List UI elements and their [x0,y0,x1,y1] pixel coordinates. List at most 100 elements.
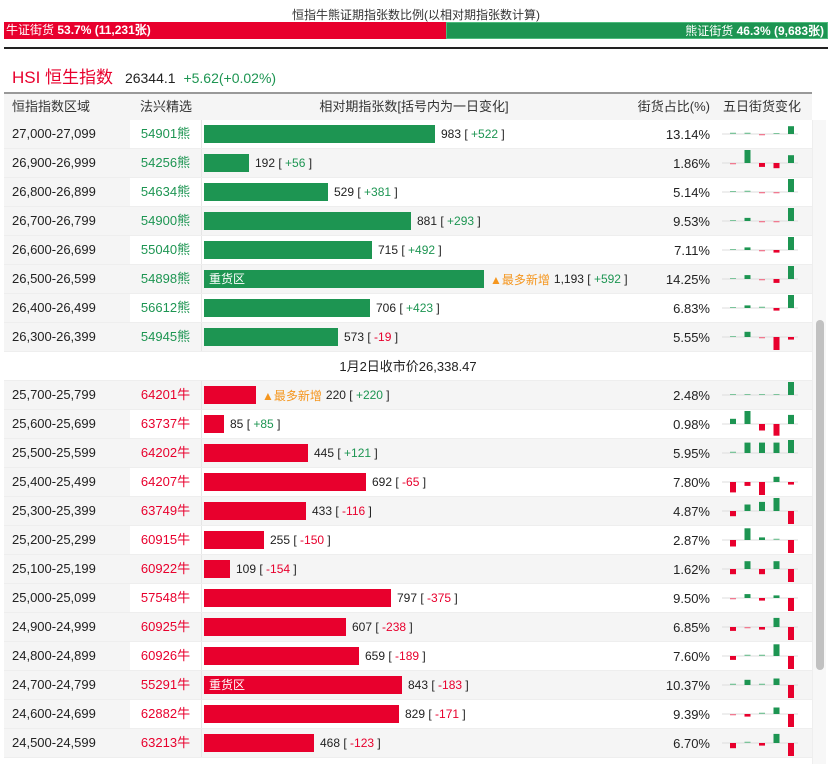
bear-row[interactable]: 26,700-26,799 54900熊 881 [ +293 ] 9.53% [4,207,812,236]
index-range: 24,800-24,899 [4,642,130,670]
five-day-sparkline [722,266,798,283]
one-day-change: -150 [300,533,325,547]
sparkline-bar-day-2 [744,190,751,192]
contracts-count: 797 [397,591,418,605]
bull-row[interactable]: 24,800-24,899 60926牛 659 [ -189 ] 7.60% [4,642,812,671]
warrant-code-link[interactable]: 54898熊 [130,265,202,293]
sparkline-bar-day-1 [730,714,736,716]
five-day-sparkline [722,678,798,698]
outstanding-pct: 7.80% [673,474,710,490]
bull-row[interactable]: 25,000-25,099 57548牛 797 [ -375 ] 9.50% [4,584,812,613]
bracket-close: ] [406,620,413,634]
one-day-change: -375 [427,591,452,605]
sparkline-bar-day-1 [730,394,736,395]
five-day-change-cell [712,236,812,264]
sparkline-bar-day-4 [773,192,780,194]
sparkline-bar-day-1 [730,278,736,279]
bull-row[interactable]: 25,700-25,799 64201牛 ▲最多新增 220 [ +220 ] 2.48… [4,381,812,410]
index-range: 26,500-26,599 [4,265,130,293]
bear-row[interactable]: 26,400-26,499 56612熊 706 [ +423 ] 6.83% [4,294,812,323]
sparkline-bar-day-1 [730,511,736,517]
contracts-cell: ▲最多新增 220 [ +220 ] [202,381,626,409]
sparkline-bar-day-2 [744,714,751,717]
warrant-code-link[interactable]: 55291牛 [130,671,202,699]
outstanding-pct: 1.62% [673,561,710,577]
warrant-code-link[interactable]: 60926牛 [130,642,202,670]
index-range: 26,800-26,899 [4,178,130,206]
bull-row[interactable]: 24,900-24,999 60925牛 607 [ -238 ] 6.85% [4,613,812,642]
bull-row[interactable]: 25,500-25,599 64202牛 445 [ +121 ] 5.95% [4,439,812,468]
bull-row[interactable]: 24,500-24,599 63213牛 468 [ -123 ] 6.70% [4,729,812,758]
bracket-open: [ [385,649,396,663]
outstanding-pct: 7.60% [673,648,710,664]
bull-row[interactable]: 25,100-25,199 60922牛 109 [ -154 ] 1.62% [4,555,812,584]
bull-row[interactable]: 25,200-25,299 60915牛 255 [ -150 ] 2.87% [4,526,812,555]
five-day-sparkline [722,179,798,194]
bull-row[interactable]: 25,400-25,499 64207牛 692 [ -65 ] 7.80% [4,468,812,497]
warrant-code-link[interactable]: 64202牛 [130,439,202,467]
outstanding-pct: 14.25% [665,271,710,287]
index-name[interactable]: HSI 恒生指数 [12,68,114,87]
five-day-sparkline [722,126,798,136]
warrant-code-link[interactable]: 54945熊 [130,323,202,351]
warrant-code-link[interactable]: 54634熊 [130,178,202,206]
one-day-change: +56 [285,156,306,170]
bull-row[interactable]: 25,600-25,699 63737牛 85 [ +85 ] 0.98% [4,410,812,439]
contracts-bar [204,328,338,346]
sparkline-bar-day-1 [730,482,736,493]
warrant-code-link[interactable]: 60925牛 [130,613,202,641]
close-price-row: 1月2日收市价26,338.47 [4,352,812,381]
warrant-code-link[interactable]: 54900熊 [130,207,202,235]
scrollbar-track[interactable] [812,120,826,764]
contracts-value: 109 [ -154 ] [236,562,297,576]
contracts-count: 445 [314,446,335,460]
bear-row[interactable]: 26,800-26,899 54634熊 529 [ +381 ] 5.14% [4,178,812,207]
sparkline-bar-day-3 [759,163,765,167]
five-day-change-cell [712,584,812,612]
outstanding-pct: 2.87% [673,532,710,548]
bracket-close: ] [382,388,390,402]
warrant-code-link[interactable]: 55040熊 [130,236,202,264]
index-quote: HSI 恒生指数 26344.1 +5.62(+0.02%) [12,63,276,88]
bear-row[interactable]: 27,000-27,099 54901熊 983 [ +522 ] 13.14% [4,120,812,149]
index-range: 26,600-26,699 [4,236,130,264]
bull-row[interactable]: 24,600-24,699 62882牛 829 [ -171 ] 9.39% [4,700,812,729]
contracts-bar [204,154,249,172]
bull-row[interactable]: 24,700-24,799 55291牛 重货区 843 [ -183 ] 10.37% [4,671,812,700]
sparkline-bar-day-5 [788,208,794,221]
warrant-code-link[interactable]: 64201牛 [130,381,202,409]
bear-row[interactable]: 26,300-26,399 54945熊 573 [ -19 ] 5.55% [4,323,812,352]
bear-row[interactable]: 26,500-26,599 54898熊 重货区 ▲最多新增 1,193 [ +592 … [4,265,812,294]
bear-row[interactable]: 26,600-26,699 55040熊 715 [ +492 ] 7.11% [4,236,812,265]
index-range: 25,400-25,499 [4,468,130,496]
warrant-code-link[interactable]: 62882牛 [130,700,202,728]
warrant-code-link[interactable]: 64207牛 [130,468,202,496]
one-day-change: -154 [266,562,291,576]
warrant-code-link[interactable]: 63737牛 [130,410,202,438]
contracts-value: 433 [ -116 ] [312,504,372,518]
warrant-code-link[interactable]: 54901熊 [130,120,202,148]
contracts-bar [204,386,256,404]
five-day-change-cell [712,381,812,409]
warrant-code-link[interactable]: 54256熊 [130,149,202,177]
warrant-code-link[interactable]: 60915牛 [130,526,202,554]
warrant-code-link[interactable]: 63749牛 [130,497,202,525]
sparkline-bar-day-4 [773,221,780,223]
bracket-open: [ [243,417,254,431]
five-day-change-cell [712,700,812,728]
divider [4,47,828,49]
scrollbar-thumb[interactable] [816,320,824,670]
warrant-code-link[interactable]: 63213牛 [130,729,202,757]
sparkline-bar-day-2 [744,411,751,424]
bull-row[interactable]: 25,300-25,399 63749牛 433 [ -116 ] 4.87% [4,497,812,526]
one-day-change: +592 [593,272,621,286]
bear-row[interactable]: 26,900-26,999 54256熊 192 [ +56 ] 1.86% [4,149,812,178]
five-day-sparkline [722,498,798,524]
outstanding-pct: 6.85% [673,619,710,635]
warrant-code-link[interactable]: 60922牛 [130,555,202,583]
warrant-code-link[interactable]: 56612熊 [130,294,202,322]
warrant-code-link[interactable]: 57548牛 [130,584,202,612]
table-body[interactable]: 27,000-27,099 54901熊 983 [ +522 ] 13.14% 26,… [4,120,812,758]
sparkline-bar-day-4 [773,678,780,685]
contracts-value: 85 [ +85 ] [230,417,280,431]
